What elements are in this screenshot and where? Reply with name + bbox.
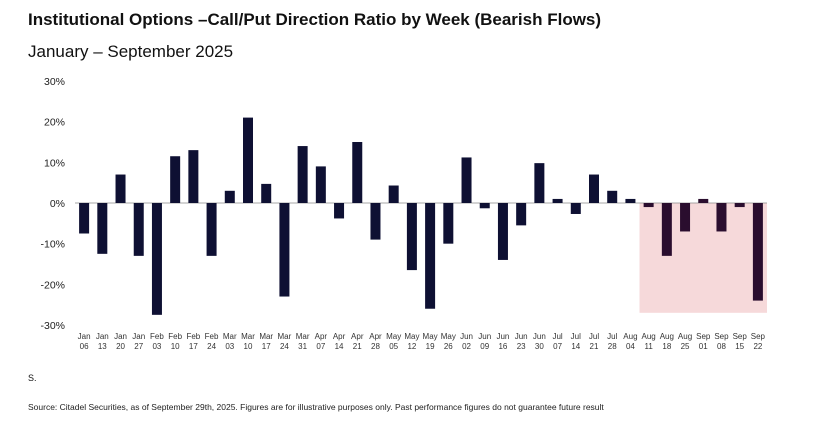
bar: [370, 203, 381, 240]
y-tick-label: 30%: [44, 76, 65, 88]
y-tick-label: -10%: [40, 239, 65, 251]
bar: [680, 203, 691, 232]
x-tick-label: Jul 07: [552, 332, 562, 351]
x-tick-label: Feb 10: [168, 332, 182, 351]
x-tick-label: Jun 09: [478, 332, 491, 351]
bar: [261, 183, 272, 203]
bar: [479, 203, 490, 209]
x-tick-label: Mar 17: [259, 332, 273, 351]
x-tick-label: May 19: [423, 332, 438, 351]
chart-title: Institutional Options –Call/Put Directio…: [28, 10, 602, 29]
source-footnote: Source: Citadel Securities, as of Septem…: [28, 402, 604, 412]
x-tick-label: Aug 25: [678, 332, 692, 351]
x-tick-label: Jul 28: [607, 332, 617, 351]
bar: [188, 150, 199, 203]
y-tick-label: 0%: [50, 198, 65, 210]
y-tick-label: 20%: [44, 117, 65, 129]
bar: [534, 163, 545, 203]
x-tick-label: Mar 10: [241, 332, 255, 351]
x-tick-label: Sep 22: [751, 332, 766, 351]
bar: [151, 203, 162, 315]
x-tick-label: Aug 18: [660, 332, 674, 351]
y-tick-label: 10%: [44, 157, 65, 169]
y-tick-label: -20%: [40, 279, 65, 291]
bar: [224, 190, 235, 203]
bar: [170, 156, 181, 203]
x-tick-label: Apr 14: [333, 332, 346, 351]
bar: [206, 203, 217, 256]
x-tick-label: Mar 24: [278, 332, 292, 351]
bar: [570, 203, 581, 214]
bar: [625, 198, 636, 203]
x-tick-label: Feb 17: [186, 332, 200, 351]
bar: [698, 198, 709, 203]
x-tick-label: Sep 08: [714, 332, 729, 351]
y-axis: 30% 20% 10% 0% -10% -20% -30%: [40, 76, 65, 332]
bar: [607, 190, 618, 203]
bar: [406, 203, 417, 271]
bar: [243, 117, 253, 203]
x-tick-label: Mar 03: [223, 332, 237, 351]
x-tick-label: Jun 16: [496, 332, 509, 351]
bar: [461, 157, 472, 203]
bar: [79, 203, 90, 234]
x-tick-label: Feb 03: [150, 332, 164, 351]
x-tick-label: Jun 23: [515, 332, 528, 351]
x-tick-label: Apr 28: [369, 332, 382, 351]
bar: [497, 203, 508, 260]
bar: [334, 203, 345, 219]
x-tick-label: Sep 15: [733, 332, 748, 351]
bar: [297, 146, 308, 203]
bar: [352, 142, 363, 203]
bar: [516, 203, 527, 226]
x-tick-label: Jan 13: [96, 332, 109, 351]
x-tick-label: Jul 14: [571, 332, 581, 351]
bar: [315, 166, 326, 203]
x-axis: Jan 06 Jan 13 Jan 20 Jan 27 Feb 03 Feb 10 Feb 17 Feb 24…: [78, 332, 766, 351]
x-tick-label: Jul 21: [589, 332, 599, 351]
bar: [443, 203, 454, 244]
x-tick-label: May 05: [386, 332, 401, 351]
bar: [716, 203, 727, 232]
x-tick-label: Jan 20: [114, 332, 127, 351]
bar: [752, 203, 763, 301]
highlight-region: [639, 203, 767, 313]
x-tick-label: Aug 11: [642, 332, 656, 351]
bar: [97, 203, 108, 254]
bar: [115, 174, 126, 203]
y-tick-label: -30%: [40, 320, 65, 332]
bar: [388, 185, 399, 203]
x-tick-label: Apr 21: [351, 332, 364, 351]
bar: [133, 203, 144, 256]
x-tick-label: May 26: [441, 332, 456, 351]
x-tick-label: Jun 30: [533, 332, 546, 351]
x-tick-label: May 12: [404, 332, 419, 351]
chart-subtitle: January – September 2025: [28, 42, 234, 61]
bar: [734, 203, 745, 208]
bar: [552, 198, 563, 203]
x-tick-label: Mar 31: [296, 332, 310, 351]
x-tick-label: Sep 01: [696, 332, 711, 351]
bars: [79, 117, 763, 315]
x-tick-label: Jan 27: [132, 332, 145, 351]
x-tick-label: Feb 24: [205, 332, 219, 351]
bar: [589, 174, 599, 203]
x-tick-label: Apr 07: [315, 332, 328, 351]
x-tick-label: Aug 04: [623, 332, 637, 351]
bar: [643, 203, 654, 208]
note-text: S.: [28, 373, 37, 383]
x-tick-label: Jan 06: [78, 332, 91, 351]
x-tick-label: Jun 02: [460, 332, 473, 351]
bar: [425, 203, 436, 309]
bar: [661, 203, 672, 256]
bar: [279, 203, 290, 297]
